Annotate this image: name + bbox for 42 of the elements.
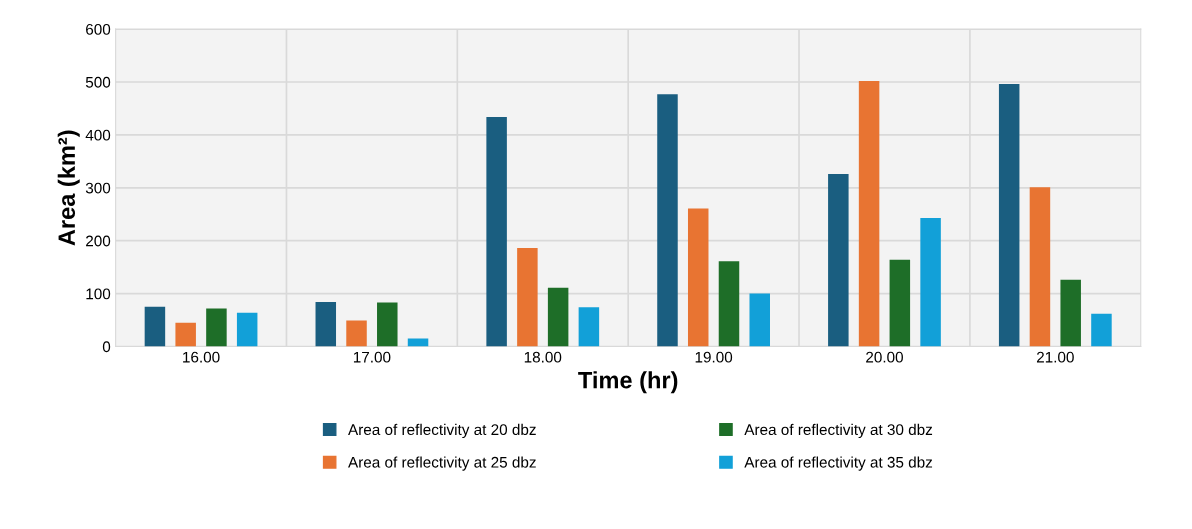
bar	[175, 322, 196, 347]
y-tick-label: 200	[86, 235, 111, 247]
y-tick-label: 600	[86, 23, 111, 35]
bar	[749, 293, 770, 347]
x-axis-title: Time (hr)	[578, 371, 678, 394]
bar	[206, 308, 227, 347]
y-tick-label: 300	[85, 182, 111, 194]
x-tick-label: 16.00	[183, 351, 220, 363]
bar	[1029, 187, 1051, 347]
bar	[315, 302, 337, 347]
legend-label: Area of reflectivity at 35 dbz	[744, 456, 933, 471]
bar	[144, 306, 166, 347]
bar	[547, 287, 569, 347]
y-tick-label: 0	[102, 341, 111, 353]
legend-label: Area of reflectivity at 20 dbz	[348, 423, 536, 439]
bar	[889, 259, 911, 347]
bar	[1060, 279, 1081, 347]
x-tick-label: 21.00	[1036, 351, 1074, 363]
bar	[517, 248, 538, 347]
y-tick-label: 500	[85, 76, 111, 88]
bar	[998, 84, 1020, 347]
bar	[718, 261, 740, 347]
bar	[346, 320, 367, 347]
bar	[858, 80, 880, 347]
bar	[578, 307, 600, 347]
bar	[828, 174, 849, 347]
legend-label: Area of reflectivity at 30 dbz	[744, 423, 933, 439]
y-axis-title: Area (km²)	[57, 130, 80, 246]
legend-label: Area of reflectivity at 25 dbz	[348, 456, 536, 471]
x-tick-label: 19.00	[695, 351, 733, 363]
x-tick-label: 20.00	[866, 351, 903, 363]
bar	[657, 94, 678, 347]
y-tick-label: 400	[85, 129, 111, 141]
bar	[486, 116, 507, 347]
bar	[920, 217, 941, 347]
bar	[236, 312, 258, 347]
y-tick-label: 100	[86, 288, 111, 300]
x-tick-label: 17.00	[353, 351, 391, 363]
bar	[687, 208, 709, 347]
bar	[1091, 313, 1112, 347]
x-tick-label: 18.00	[524, 351, 562, 363]
bar	[377, 302, 398, 347]
